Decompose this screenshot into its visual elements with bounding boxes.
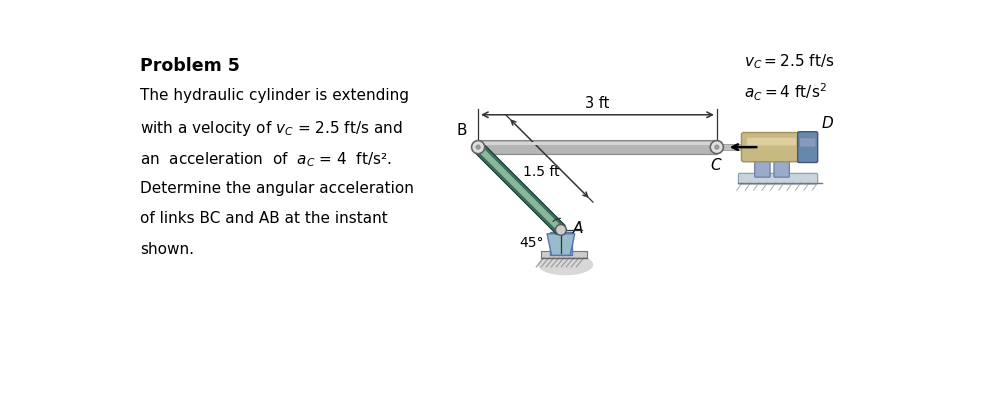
Ellipse shape — [538, 254, 593, 275]
Text: Determine the angular acceleration: Determine the angular acceleration — [140, 181, 414, 196]
Text: with a velocity of $v_C$ = 2.5 ft/s and: with a velocity of $v_C$ = 2.5 ft/s and — [140, 119, 402, 138]
FancyBboxPatch shape — [800, 138, 815, 147]
Text: 45°: 45° — [520, 236, 544, 250]
Text: $v_C = 2.5$ ft/s: $v_C = 2.5$ ft/s — [744, 53, 834, 71]
FancyBboxPatch shape — [747, 138, 796, 145]
FancyBboxPatch shape — [550, 232, 572, 255]
FancyBboxPatch shape — [755, 159, 770, 177]
FancyBboxPatch shape — [742, 132, 802, 162]
Text: A: A — [573, 221, 584, 236]
FancyBboxPatch shape — [739, 173, 818, 184]
Circle shape — [556, 224, 566, 235]
Circle shape — [711, 141, 724, 154]
Text: Problem 5: Problem 5 — [140, 57, 239, 75]
Text: 3 ft: 3 ft — [585, 96, 610, 111]
Text: B: B — [457, 123, 467, 138]
FancyBboxPatch shape — [478, 140, 717, 154]
Polygon shape — [478, 147, 561, 230]
Text: The hydraulic cylinder is extending: The hydraulic cylinder is extending — [140, 88, 409, 103]
Text: D: D — [821, 116, 833, 131]
Text: 1.5 ft: 1.5 ft — [523, 165, 559, 179]
FancyBboxPatch shape — [723, 144, 744, 150]
Circle shape — [475, 145, 480, 150]
Circle shape — [471, 141, 484, 154]
FancyBboxPatch shape — [482, 141, 713, 145]
Text: C: C — [710, 158, 721, 173]
Polygon shape — [547, 234, 575, 255]
Text: an  acceleration  of  $a_C$ = 4  ft/s².: an acceleration of $a_C$ = 4 ft/s². — [140, 150, 391, 169]
FancyBboxPatch shape — [798, 132, 818, 162]
Text: $a_C = 4$ ft/s$^2$: $a_C = 4$ ft/s$^2$ — [744, 82, 827, 103]
Polygon shape — [473, 143, 565, 234]
FancyBboxPatch shape — [541, 251, 587, 258]
FancyBboxPatch shape — [774, 159, 789, 177]
Text: shown.: shown. — [140, 242, 194, 257]
Text: of links BC and AB at the instant: of links BC and AB at the instant — [140, 211, 388, 226]
Circle shape — [715, 145, 720, 150]
